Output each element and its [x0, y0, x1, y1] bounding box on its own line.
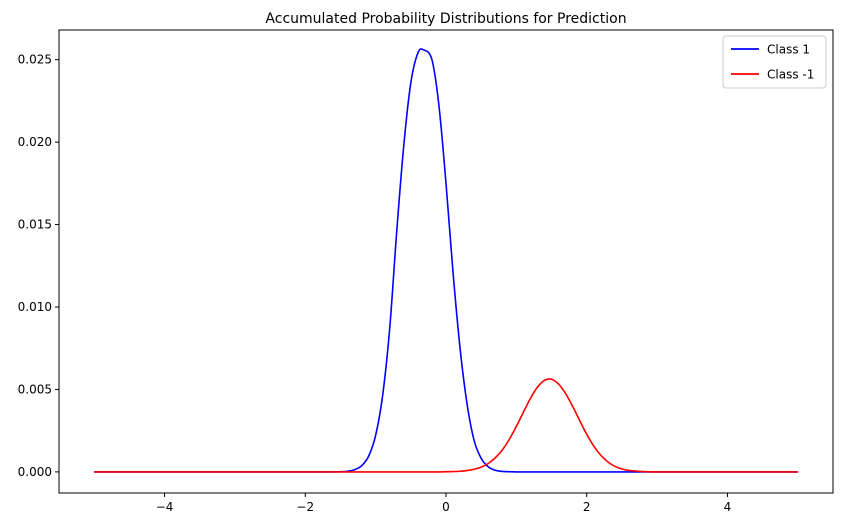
y-tick-label: 0.020 [18, 135, 52, 149]
legend-label-class-1: Class 1 [767, 43, 810, 57]
x-axis: −4 −2 0 2 4 [156, 493, 732, 514]
y-axis: 0.000 0.005 0.010 0.015 0.020 0.025 [18, 53, 59, 479]
chart-title: Accumulated Probability Distributions fo… [265, 11, 626, 27]
x-tick-label: 0 [442, 500, 450, 514]
y-tick-label: 0.010 [18, 300, 52, 314]
legend-label-class-neg1: Class -1 [767, 68, 814, 82]
x-tick-label: 4 [724, 500, 732, 514]
y-tick-label: 0.025 [18, 53, 52, 67]
y-tick-label: 0.015 [18, 218, 52, 232]
x-tick-label: 2 [583, 500, 591, 514]
y-tick-label: 0.005 [18, 382, 52, 396]
x-tick-label: −2 [296, 500, 314, 514]
y-tick-label: 0.000 [18, 465, 52, 479]
plot-area [94, 48, 798, 473]
legend: Class 1 Class -1 [722, 35, 827, 89]
series-line-class-neg1 [94, 378, 798, 473]
x-tick-label: −4 [156, 500, 174, 514]
